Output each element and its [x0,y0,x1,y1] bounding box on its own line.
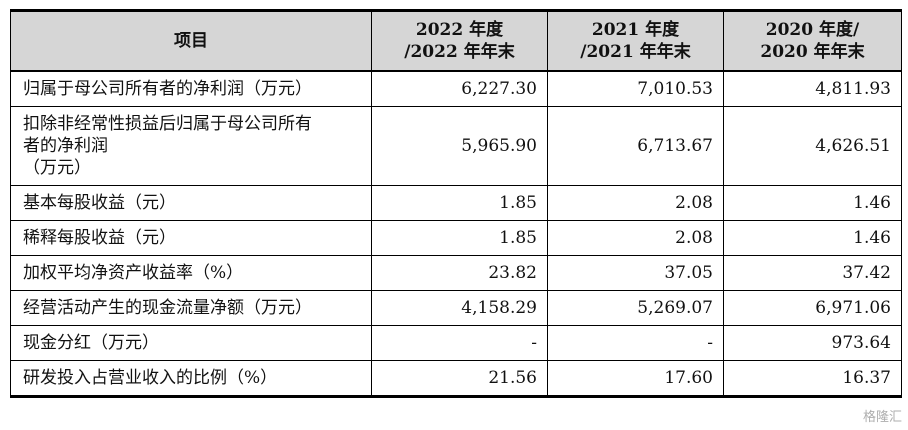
row-label: 稀释每股收益（元） [10,220,372,256]
row-label-line1: 扣除非经常性损益后归属于母公司所有 [23,114,312,134]
table-row: 基本每股收益（元） 1.85 2.08 1.46 [10,185,902,221]
cell-2021: 7,010.53 [547,70,724,107]
row-label: 基本每股收益（元） [10,185,372,221]
cell-2021: 37.05 [547,255,724,291]
row-label-line3: （万元） [23,158,91,178]
table-row: 加权平均净资产收益率（%） 23.82 37.05 37.42 [10,255,902,291]
header-item: 项目 [10,10,372,72]
header-2020-line2: 2020 年年末 [760,42,865,62]
cell-2022: 1.85 [371,185,548,221]
cell-2022: 1.85 [371,220,548,256]
header-2020-line1: 2020 年度/ [765,20,860,40]
cell-2021: 17.60 [547,360,724,397]
row-label: 经营活动产生的现金流量净额（万元） [10,290,372,326]
row-label: 研发投入占营业收入的比例（%） [10,360,372,397]
cell-2020: 6,971.06 [723,290,902,326]
table-row: 归属于母公司所有者的净利润（万元） 6,227.30 7,010.53 4,81… [10,70,902,107]
row-label-line2: 者的净利润 [23,136,108,156]
cell-2022: 6,227.30 [371,70,548,107]
cell-2021: 2.08 [547,220,724,256]
row-label: 现金分红（万元） [10,325,372,361]
cell-2022: 23.82 [371,255,548,291]
cell-2020: 1.46 [723,185,902,221]
cell-2021: 5,269.07 [547,290,724,326]
row-label: 加权平均净资产收益率（%） [10,255,372,291]
cell-2021: - [547,325,724,361]
cell-2022: - [371,325,548,361]
financial-table-container: 项目 2022 年度 /2022 年年末 2021 年度 /2021 年年末 2… [10,9,902,398]
watermark-logo: 格隆汇 [862,410,902,425]
header-2021-line2: /2021 年年末 [580,42,691,62]
cell-2022: 4,158.29 [371,290,548,326]
table-row: 扣除非经常性损益后归属于母公司所有 者的净利润 （万元） 5,965.90 6,… [10,106,902,186]
header-2022: 2022 年度 /2022 年年末 [371,10,548,72]
cell-2021: 2.08 [547,185,724,221]
header-2022-line1: 2022 年度 [415,20,504,40]
header-2021-line1: 2021 年度 [591,20,680,40]
cell-2020: 4,811.93 [723,70,902,107]
cell-2020: 37.42 [723,255,902,291]
cell-2020: 1.46 [723,220,902,256]
row-label: 归属于母公司所有者的净利润（万元） [10,70,372,107]
table-row: 现金分红（万元） - - 973.64 [10,325,902,361]
table-row: 经营活动产生的现金流量净额（万元） 4,158.29 5,269.07 6,97… [10,290,902,326]
header-2022-line2: /2022 年年末 [404,42,515,62]
cell-2020: 4,626.51 [723,106,902,186]
header-2020: 2020 年度/ 2020 年年末 [723,10,902,72]
table-row: 稀释每股收益（元） 1.85 2.08 1.46 [10,220,902,256]
financial-indicators-table: 项目 2022 年度 /2022 年年末 2021 年度 /2021 年年末 2… [10,9,902,398]
row-label: 扣除非经常性损益后归属于母公司所有 者的净利润 （万元） [10,106,372,186]
cell-2020: 973.64 [723,325,902,361]
table-header-row: 项目 2022 年度 /2022 年年末 2021 年度 /2021 年年末 2… [10,10,902,72]
cell-2022: 5,965.90 [371,106,548,186]
cell-2020: 16.37 [723,360,902,397]
cell-2021: 6,713.67 [547,106,724,186]
table-row: 研发投入占营业收入的比例（%） 21.56 17.60 16.37 [10,360,902,397]
cell-2022: 21.56 [371,360,548,397]
header-2021: 2021 年度 /2021 年年末 [547,10,724,72]
